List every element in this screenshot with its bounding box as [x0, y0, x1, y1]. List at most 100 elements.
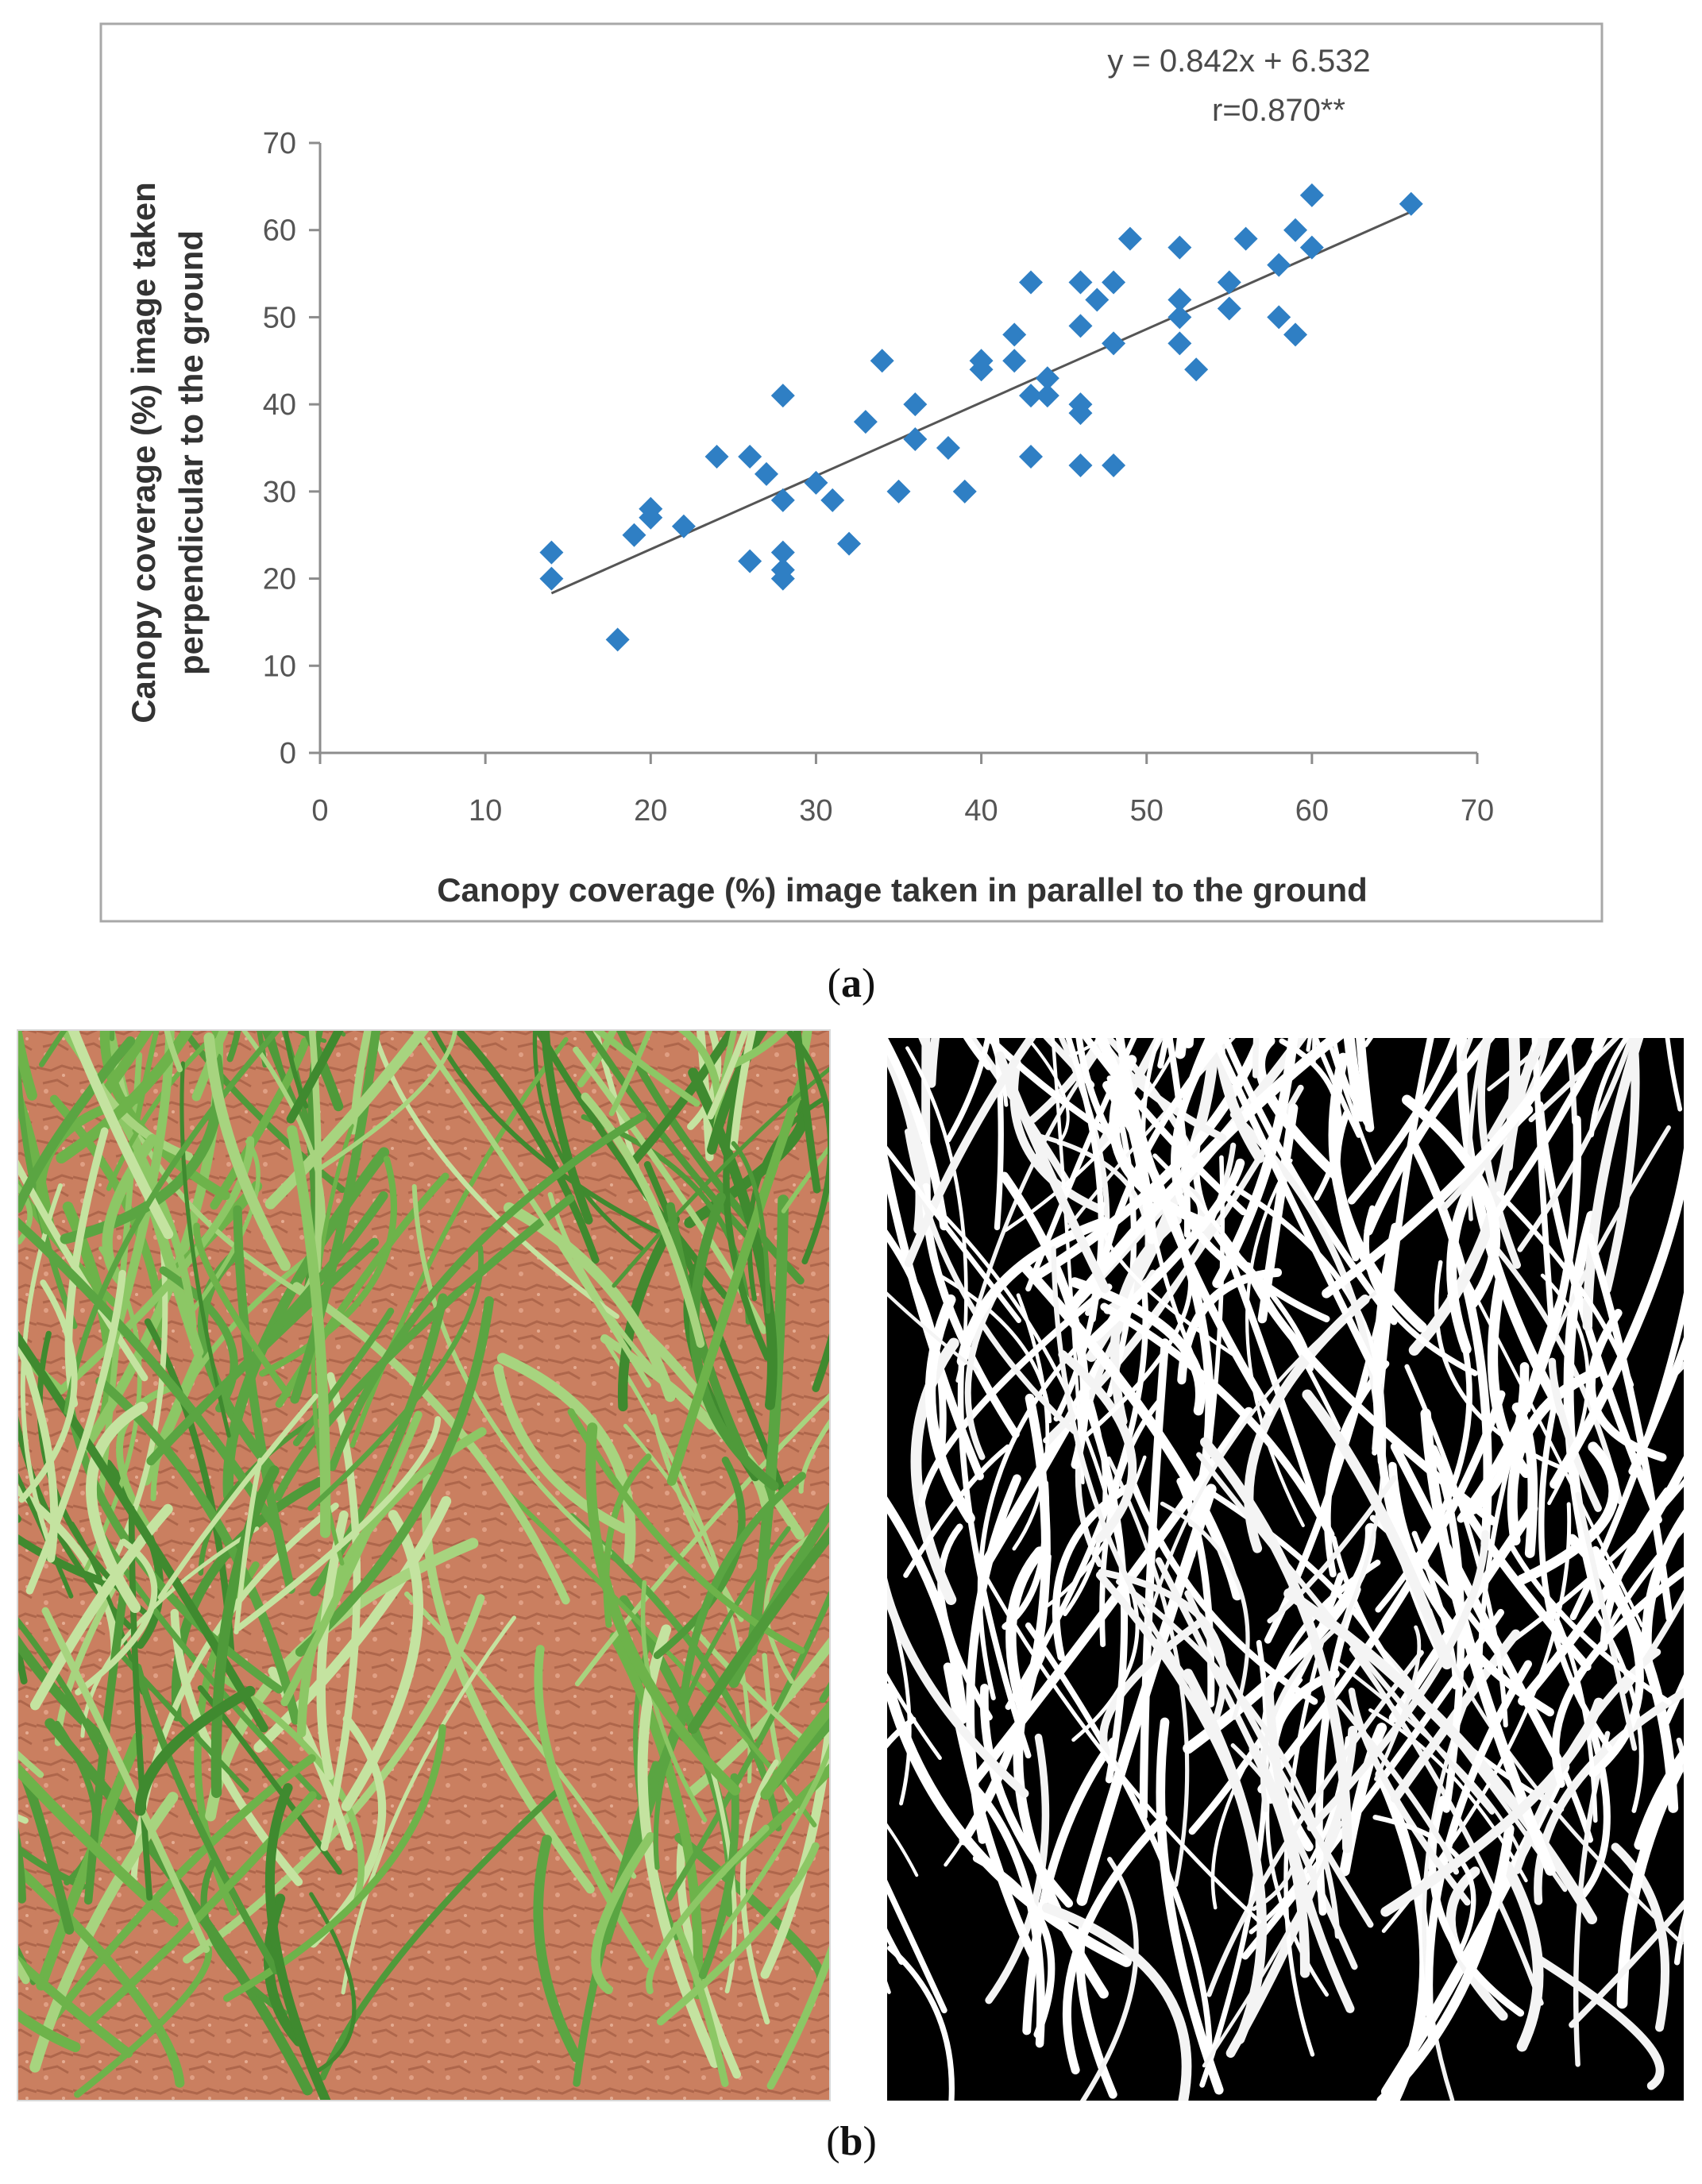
data-point	[936, 436, 960, 460]
crop-blade	[1095, 1571, 1266, 1959]
crop-blade	[1456, 1038, 1568, 1418]
x-tick-label: 10	[469, 794, 502, 828]
crop-blade	[581, 1092, 705, 1349]
crop-blade	[1506, 1538, 1672, 1705]
crop-blade	[984, 1038, 1108, 1134]
crop-blade	[150, 1248, 320, 1502]
crop-blade	[1457, 1115, 1582, 1523]
crop-blade	[943, 1662, 1041, 1968]
crop-blade	[259, 1156, 397, 1377]
crop-blade	[746, 1194, 789, 1657]
crop-blade	[1082, 1398, 1129, 1784]
x-axis-title: Canopy coverage (%) image taken in paral…	[437, 871, 1368, 909]
crop-blade	[1363, 1205, 1478, 1376]
crop-blade	[1003, 1051, 1175, 1233]
crop-blade	[731, 1140, 771, 1314]
crop-blade	[157, 1393, 318, 1600]
crop-blade	[707, 1030, 749, 1120]
x-axis-ticks: 0 10 20 30 40 50 60 70	[311, 753, 1494, 828]
data-point	[1167, 331, 1192, 356]
x-tick-label: 30	[799, 794, 832, 828]
crop-blade	[887, 1291, 978, 1372]
crop-blade	[609, 1632, 704, 2000]
crop-blade	[1249, 1744, 1310, 1978]
crop-blade	[17, 1484, 119, 1669]
crop-blade	[453, 1030, 600, 1264]
crop-blade	[18, 1279, 78, 1503]
data-point	[1299, 183, 1324, 207]
crop-blade	[112, 1645, 249, 1793]
crop-blade	[1257, 1103, 1299, 1324]
crop-blade	[1528, 1038, 1620, 1123]
crop-blade	[729, 1030, 757, 1151]
crop-blade	[1402, 1094, 1501, 1309]
crop-blade	[1487, 1038, 1550, 1140]
crop-blade	[999, 1171, 1090, 1469]
crop-blade	[210, 1037, 310, 1210]
crop-blade	[370, 1030, 619, 1319]
crop-blade	[86, 1401, 149, 1614]
crop-blade	[341, 1510, 423, 1812]
crop-blade	[1221, 1239, 1322, 1517]
y-tick-label: 20	[263, 563, 296, 596]
crop-blade	[264, 1783, 331, 2101]
crop-blade	[1076, 1484, 1217, 1906]
crop-blade	[1491, 1038, 1607, 1221]
y-axis-title-line2: perpendicular to the ground	[172, 230, 210, 675]
crop-blade	[591, 1831, 655, 1995]
y-tick-label: 70	[263, 127, 296, 160]
crop-blade	[233, 1457, 263, 1634]
data-point	[1019, 444, 1044, 469]
data-point	[1117, 226, 1142, 251]
crop-blade	[1002, 1480, 1050, 1630]
crop-blade	[1022, 1737, 1118, 2035]
crop-blade	[887, 1945, 955, 2101]
crop-blade	[1184, 1590, 1374, 1928]
crop-blade	[1634, 1746, 1684, 1850]
correlation-coefficient: r=0.870**	[1212, 93, 1345, 128]
data-point	[639, 496, 663, 521]
crop-blade	[975, 1558, 1262, 1924]
crop-blade	[29, 1503, 173, 1711]
data-point	[622, 523, 646, 547]
crop-blade	[887, 1577, 1029, 1798]
crop-blade	[233, 1205, 295, 1594]
crop-blade	[134, 1663, 280, 1975]
data-point	[770, 540, 795, 565]
data-point	[1002, 322, 1027, 347]
crop-blade	[793, 1030, 821, 1194]
crop-blade	[80, 1526, 260, 1738]
data-point	[1102, 270, 1126, 295]
crop-blade	[1128, 1476, 1318, 1705]
crop-blade	[643, 1160, 785, 1492]
crop-blade	[17, 1534, 110, 1588]
crop-blade	[1160, 1501, 1250, 1720]
panel-a-label: (a)	[828, 961, 876, 1006]
crop-blade	[1476, 1282, 1568, 1680]
crop-blade	[1267, 1475, 1397, 1624]
data-point	[671, 514, 696, 538]
crop-blade	[17, 1843, 87, 1890]
crop-blade	[651, 1414, 744, 1623]
data-point	[837, 531, 862, 556]
crop-blade	[1145, 1283, 1388, 1627]
crop-blade	[64, 1127, 109, 1408]
data-point	[820, 488, 845, 512]
crop-blade	[1206, 1650, 1424, 1997]
crop-blade	[1173, 1038, 1213, 1190]
y-tick-label: 10	[263, 650, 296, 683]
crop-blade	[1065, 1038, 1107, 1060]
data-point	[1299, 235, 1324, 260]
y-tick-label: 0	[280, 737, 296, 770]
crop-blade	[687, 1636, 830, 1797]
data-point	[1267, 305, 1291, 330]
crop-blade	[1343, 1038, 1366, 1122]
crop-blade	[1306, 1530, 1489, 1831]
crop-blade	[198, 1418, 314, 1576]
crop-blade	[1012, 1293, 1050, 1551]
crop-blade	[319, 1788, 560, 2081]
data-point	[1035, 384, 1059, 408]
crop-blade	[1005, 1291, 1148, 1711]
data-point	[1102, 331, 1126, 356]
